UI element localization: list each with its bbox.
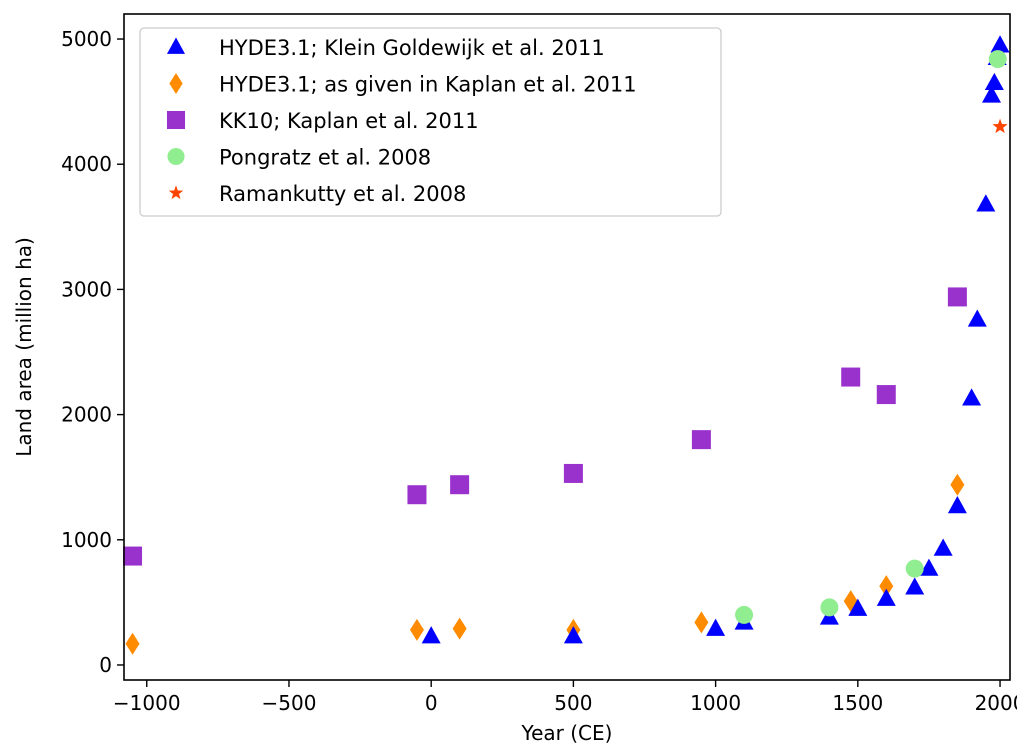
x-axis-label: Year (CE) [521, 721, 613, 745]
triangle-point [706, 618, 726, 636]
legend-square-icon [166, 110, 186, 130]
triangle-point [990, 35, 1010, 53]
x-tick-label: −500 [262, 691, 317, 715]
y-tick-label: 3000 [61, 277, 112, 301]
square-point [563, 463, 583, 483]
legend-entry: HYDE3.1; Klein Goldewijk et al. 2011 [219, 36, 605, 60]
triangle-point [876, 588, 896, 606]
star-point [992, 118, 1008, 134]
x-tick-label: 1000 [690, 691, 741, 715]
circle-point [988, 50, 1007, 69]
legend-circle-icon [167, 147, 185, 166]
x-tick-label: 0 [425, 691, 438, 715]
y-tick-label: 5000 [61, 27, 112, 51]
y-tick-label: 0 [99, 653, 112, 677]
x-tick-label: 2000 [975, 691, 1017, 715]
legend-entry: KK10; Kaplan et al. 2011 [219, 109, 479, 133]
triangle-point [421, 626, 441, 644]
triangle-point [947, 495, 967, 514]
x-tick-label: −1000 [113, 691, 181, 715]
x-tick-label: 1500 [832, 691, 883, 715]
y-tick-label: 4000 [61, 152, 112, 176]
y-axis: 0 1000 2000 3000 4000 5000 [61, 27, 124, 677]
x-axis: −1000 −500 0 500 1000 1500 2000 [113, 680, 1017, 715]
square-point [691, 430, 711, 450]
square-point [450, 475, 470, 495]
legend: HYDE3.1; Klein Goldewijk et al. 2011 HYDE… [139, 27, 722, 217]
triangle-point [563, 626, 583, 644]
triangle-point [976, 194, 996, 212]
diamond-point [452, 617, 467, 640]
square-point [123, 546, 143, 566]
circle-point [735, 605, 754, 624]
triangle-point [984, 72, 1004, 91]
triangle-point [919, 558, 939, 576]
legend-triangle-icon [166, 37, 186, 54]
square-point [876, 385, 896, 405]
diamond-point [694, 611, 709, 634]
legend-box [139, 27, 722, 217]
y-tick-label: 1000 [61, 528, 112, 552]
square-point [841, 367, 861, 387]
legend-entry: HYDE3.1; as given in Kaplan et al. 2011 [219, 73, 637, 97]
triangle-point [905, 577, 925, 595]
plot-frame [123, 13, 1011, 681]
circle-point [905, 559, 924, 578]
data-markers [123, 35, 1010, 655]
diamond-point [409, 618, 424, 641]
legend-entry: Ramankutty et al. 2008 [219, 182, 466, 206]
x-tick-label: 500 [554, 691, 592, 715]
diamond-point [950, 473, 965, 496]
legend-diamond-icon [169, 73, 183, 94]
diamond-point [879, 575, 894, 598]
legend-star-icon [168, 185, 184, 200]
triangle-point [962, 388, 982, 406]
circle-point [820, 598, 839, 617]
diamond-point [125, 632, 140, 655]
square-point [947, 287, 967, 307]
triangle-point [967, 309, 987, 327]
y-axis-label: Land area (million ha) [12, 237, 36, 457]
legend-entry: Pongratz et al. 2008 [219, 146, 431, 170]
square-point [407, 485, 427, 505]
triangle-point [982, 85, 1002, 103]
triangle-point [848, 598, 868, 616]
triangle-point [933, 538, 953, 556]
y-tick-label: 2000 [61, 403, 112, 427]
